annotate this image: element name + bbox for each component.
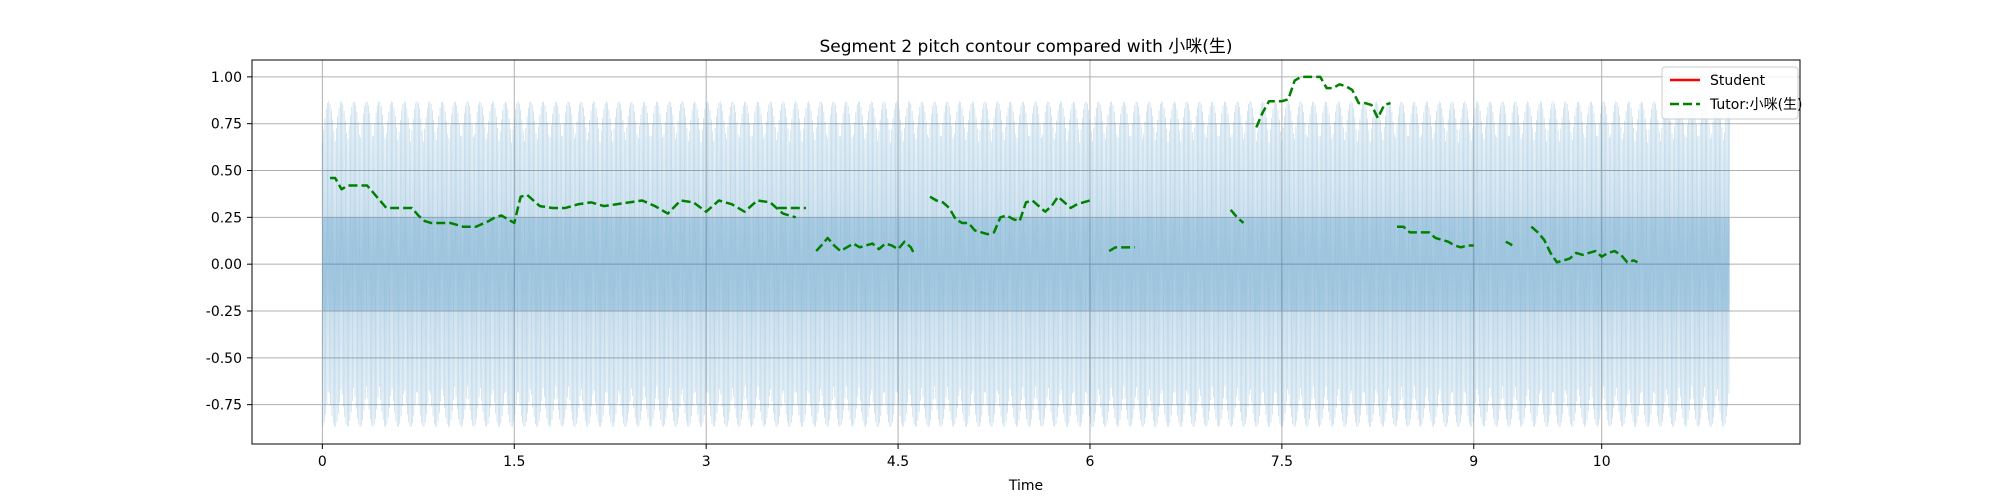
x-tick-label: 6 [1086,454,1095,470]
legend-label-tutor: Tutor:小咪(生) [1709,97,1803,113]
legend: Student Tutor:小咪(生) [1661,66,1803,120]
y-tick-label: -0.75 [206,398,242,414]
y-tick-label: -0.25 [206,304,242,320]
y-tick-label: 0.50 [211,164,242,180]
y-tick-label: 0.00 [211,257,242,273]
series-line-tutor [1229,209,1245,224]
x-axis-label: Time [1008,478,1043,494]
series-line-tutor [1505,240,1513,247]
y-tick-label: 0.25 [211,210,242,226]
series-line-tutor [1530,225,1639,264]
x-tick-label: 4.5 [887,454,909,470]
y-axis-ticks: -0.75 -0.50 -0.25 0.00 0.25 0.50 0.75 1.00 [206,70,252,414]
chart-title: Segment 2 pitch contour compared with 小咪… [819,37,1232,57]
series-line-tutor [1108,246,1135,253]
series-line-tutor [330,176,797,228]
audio-waveform [322,101,1730,428]
legend-label-student: Student [1710,73,1766,89]
x-tick-label: 9 [1469,454,1478,470]
x-tick-label: 10 [1593,454,1611,470]
waveform-trace [322,101,1730,428]
x-tick-label: 0 [318,454,327,470]
y-tick-label: 1.00 [211,70,242,86]
x-tick-label: 3 [702,454,711,470]
y-tick-label: 0.75 [211,117,242,133]
series-lines [330,75,1639,264]
series-line-tutor [1397,225,1474,249]
y-tick-label: -0.50 [206,351,242,367]
x-tick-label: 7.5 [1271,454,1293,470]
series-line-tutor [929,195,1091,236]
x-axis-ticks: 0 1.5 3 4.5 6 7.5 9 10 [318,444,1611,470]
series-line-tutor [1255,75,1391,128]
waveform-core [322,217,1730,311]
series-line-tutor [815,236,916,256]
plot-frame [251,59,1801,445]
grid [252,60,1800,444]
x-tick-label: 1.5 [503,454,525,470]
